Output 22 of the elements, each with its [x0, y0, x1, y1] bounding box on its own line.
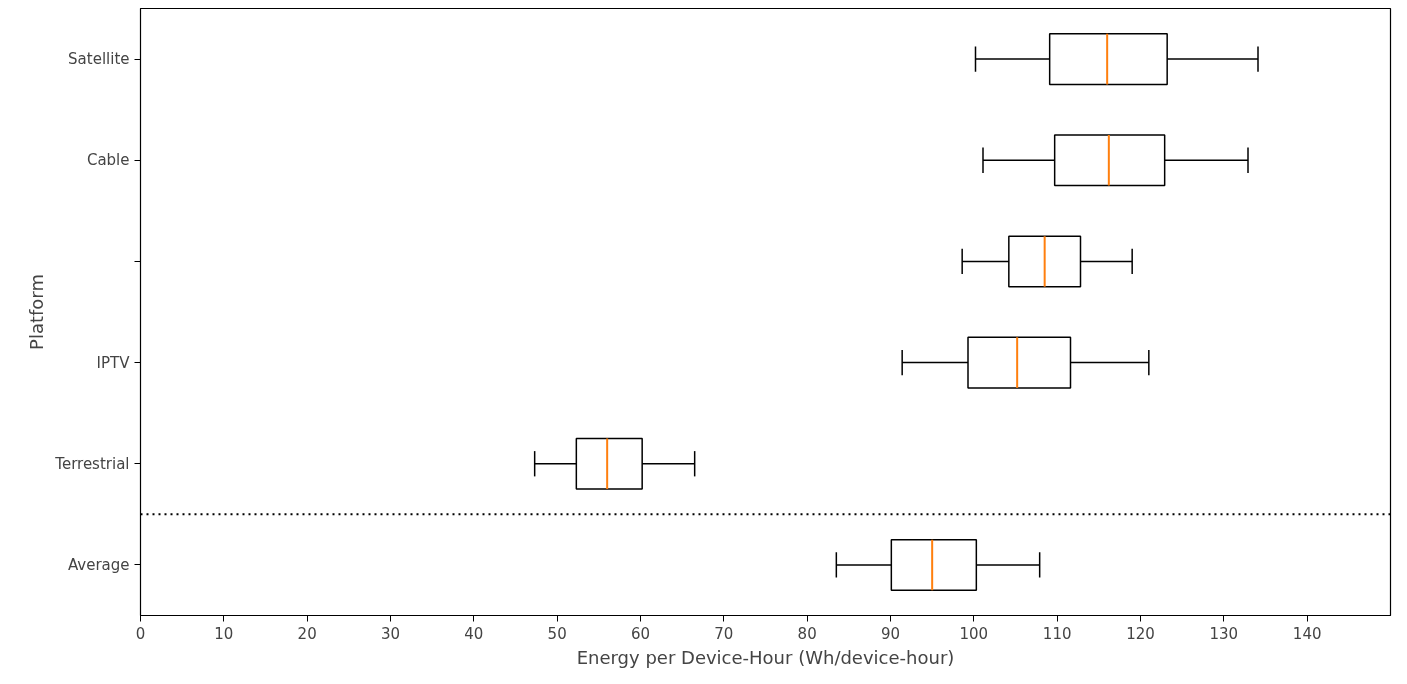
x-tick-label: 10: [214, 624, 234, 643]
x-tick-label: 90: [880, 624, 901, 643]
x-tick-label: 120: [1126, 624, 1155, 643]
y-tick-label: Average: [67, 555, 130, 574]
x-tick-label: 130: [1209, 624, 1239, 643]
x-tick-label: 0: [135, 624, 146, 643]
x-tick-label: 50: [547, 624, 567, 643]
x-tick-label: 40: [464, 624, 484, 643]
y-axis-title: Platform: [26, 274, 48, 350]
y-tick-label: Satellite: [68, 50, 130, 69]
y-tick-label: Terrestrial: [54, 454, 130, 473]
x-tick-label: 20: [297, 624, 317, 643]
x-tick-label: 30: [380, 624, 401, 643]
x-axis-title: Energy per Device-Hour (Wh/device-hour): [576, 646, 955, 668]
x-tick-label: 140: [1292, 624, 1322, 643]
y-tick-label: Cable: [86, 151, 130, 170]
x-tick-label: 100: [959, 624, 989, 643]
x-tick-label: 110: [1042, 624, 1072, 643]
x-tick-label: 80: [797, 624, 817, 643]
x-tick-label: 70: [714, 624, 734, 643]
x-tick-label: 60: [630, 624, 651, 643]
y-tick-label: IPTV: [96, 353, 131, 372]
